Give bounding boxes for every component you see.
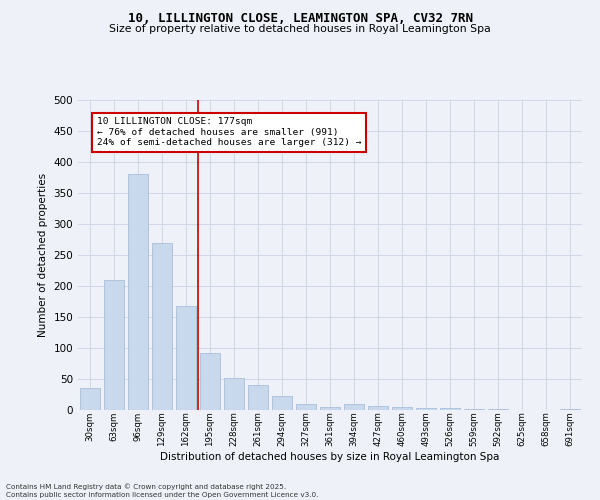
Bar (416, 408, 436, 410)
Bar (440, 408, 460, 410)
Text: Size of property relative to detached houses in Royal Leamington Spa: Size of property relative to detached ho… (109, 24, 491, 34)
Bar (200, 353, 220, 410)
Text: 10 LILLINGTON CLOSE: 177sqm
← 76% of detached houses are smaller (991)
24% of se: 10 LILLINGTON CLOSE: 177sqm ← 76% of det… (97, 118, 362, 147)
Bar (248, 385, 268, 410)
Bar (224, 378, 244, 410)
Bar (80, 388, 100, 410)
X-axis label: Distribution of detached houses by size in Royal Leamington Spa: Distribution of detached houses by size … (160, 452, 500, 462)
Bar (392, 407, 412, 410)
Bar (176, 306, 196, 410)
Bar (272, 396, 292, 410)
Bar (320, 407, 340, 410)
Y-axis label: Number of detached properties: Number of detached properties (38, 173, 48, 337)
Bar (368, 406, 388, 410)
Bar (152, 242, 172, 410)
Bar (128, 174, 148, 410)
Bar (344, 404, 364, 410)
Bar (296, 404, 316, 410)
Bar (560, 409, 580, 410)
Bar (104, 280, 124, 410)
Text: 10, LILLINGTON CLOSE, LEAMINGTON SPA, CV32 7RN: 10, LILLINGTON CLOSE, LEAMINGTON SPA, CV… (128, 12, 473, 26)
Text: Contains HM Land Registry data © Crown copyright and database right 2025.
Contai: Contains HM Land Registry data © Crown c… (6, 484, 319, 498)
